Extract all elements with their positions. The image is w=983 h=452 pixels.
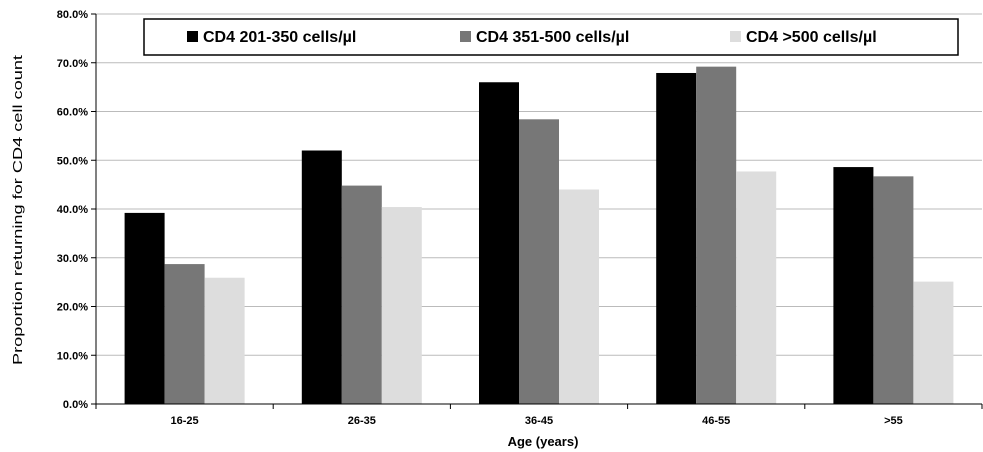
legend-swatch xyxy=(730,31,741,42)
bar xyxy=(559,189,599,404)
bars xyxy=(124,66,954,405)
y-tick-label: 80.0% xyxy=(57,9,88,21)
legend-box xyxy=(143,18,959,56)
legend: CD4 201-350 cells/µl CD4 351-500 cells/µl… xyxy=(143,18,959,56)
y-tick-label: 20.0% xyxy=(57,302,88,314)
bar xyxy=(204,277,245,404)
bar xyxy=(164,264,205,404)
y-tick-label: 70.0% xyxy=(57,58,88,70)
y-tick-label: 60.0% xyxy=(57,107,88,119)
bar xyxy=(873,176,914,404)
x-tick-label: 46-55 xyxy=(702,415,730,427)
y-tick-label: 50.0% xyxy=(57,155,88,167)
x-tick-label: 26-35 xyxy=(348,415,376,427)
x-tick-label: >55 xyxy=(884,415,903,427)
legend-label: CD4 201-350 cells/µl xyxy=(203,29,356,46)
y-tick-label: 0.0% xyxy=(63,399,88,411)
bar xyxy=(656,72,697,405)
legend-label: CD4 351-500 cells/µl xyxy=(476,29,629,46)
bar xyxy=(479,82,519,404)
bar xyxy=(913,281,954,404)
x-tick-label: 36-45 xyxy=(525,415,553,427)
y-tick-label: 40.0% xyxy=(57,204,88,216)
bar xyxy=(301,150,342,404)
y-axis-title: Proportion returning for CD4 cell count xyxy=(10,54,25,365)
legend-label: CD4 >500 cells/µl xyxy=(746,29,877,46)
bar xyxy=(736,171,777,404)
x-tick-label: 16-25 xyxy=(171,415,199,427)
bar xyxy=(696,66,737,405)
bar xyxy=(124,212,165,404)
y-tick-label: 30.0% xyxy=(57,253,88,265)
bar xyxy=(519,119,559,405)
bar xyxy=(341,185,382,404)
x-ticks: 16-25 26-35 36-45 46-55 >55 xyxy=(95,404,983,427)
x-axis-title: Age (years) xyxy=(508,434,579,449)
bar xyxy=(381,207,422,404)
legend-swatch xyxy=(460,31,471,42)
y-ticks: 0.0% 10.0% 20.0% 30.0% 40.0% 50.0% 60.0% 70.0% 8… xyxy=(57,9,96,411)
y-tick-label: 10.0% xyxy=(57,350,88,362)
legend-swatch xyxy=(187,31,198,42)
bar xyxy=(833,167,874,404)
